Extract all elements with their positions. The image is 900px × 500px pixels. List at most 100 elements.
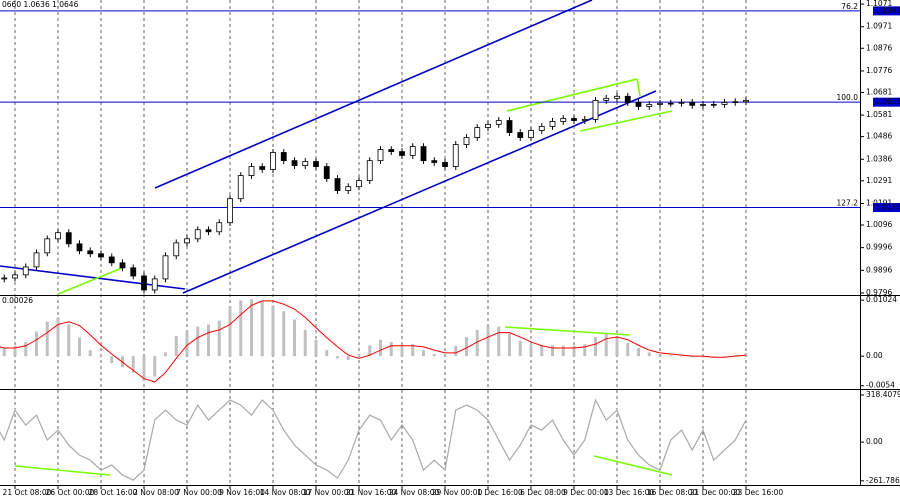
histogram-bar [293, 319, 296, 357]
candle-body [721, 102, 728, 105]
histogram-bar [260, 300, 264, 357]
candle-body [280, 152, 287, 162]
histogram-bar [604, 333, 608, 357]
y-tick-label: 0.9796 [866, 288, 892, 297]
y-tick-label: 0.9896 [866, 265, 892, 274]
candle-body [732, 101, 739, 103]
histogram-bar [99, 356, 103, 358]
candle-body [237, 175, 244, 200]
histogram-bar [615, 337, 619, 357]
histogram-bar [282, 311, 286, 357]
candle-body [216, 222, 223, 233]
candle-body [635, 102, 642, 107]
histogram-bar [174, 335, 178, 357]
grid-layer [14, 0, 747, 485]
candle-body [700, 104, 706, 106]
candle-body [689, 102, 696, 106]
candle-body [119, 262, 126, 269]
y-tick-label: 1.0386 [866, 154, 892, 163]
candle-body [345, 186, 352, 191]
y-tick-label: 1.0681 [866, 87, 892, 96]
histogram-bar [88, 350, 92, 357]
divergence-line [506, 78, 638, 112]
x-tick-label: 26 Oct 00:00 [46, 488, 95, 497]
price-box [873, 97, 900, 107]
histogram-bar [228, 306, 232, 357]
candle-body [399, 151, 405, 156]
y-tick-label: 318.4079 [866, 390, 900, 399]
candle-body [592, 99, 599, 120]
candle-body [76, 243, 83, 252]
candle-body [442, 162, 448, 167]
y-tick-label: 1.0096 [866, 220, 892, 229]
histogram-bar [357, 353, 361, 357]
x-tick-label: 21 Oct 08:00 [3, 488, 52, 497]
histogram-bar [379, 339, 382, 357]
level-name: 76.2 [841, 2, 858, 11]
candle-body [194, 229, 201, 240]
y-tick-label: 0.00 [866, 437, 883, 446]
price-box-label: 1.0638 [875, 97, 900, 106]
candle-body [495, 120, 502, 125]
candle-body [603, 97, 610, 101]
histogram-bar [701, 356, 705, 358]
candle-body [485, 123, 491, 128]
y-tick-label: 1.0776 [866, 66, 892, 75]
candle-body [44, 238, 51, 254]
histogram-bar [647, 352, 651, 357]
x-tick-label: 17 Nov 00:00 [303, 488, 354, 497]
candle-body [657, 102, 663, 105]
candle-body [313, 161, 319, 167]
histogram-bar [723, 356, 726, 357]
x-tick-label: 21 Dec 00:00 [690, 488, 741, 497]
candle-body [291, 160, 298, 167]
histogram-bar [626, 343, 630, 357]
candle-body [1, 277, 8, 280]
candle-body [463, 137, 470, 145]
histogram-bar [185, 330, 189, 357]
divergence-line [579, 110, 673, 132]
histogram-bar [207, 324, 210, 357]
x-tick-label: 6 Dec 08:00 [520, 488, 566, 497]
divergence-line [504, 326, 631, 336]
histogram-bar [680, 356, 683, 357]
candle-body [248, 166, 255, 176]
x-tick-label: 16 Dec 08:00 [647, 488, 698, 497]
candle-body [141, 275, 147, 291]
candle-body [184, 238, 190, 244]
histogram-bar [583, 344, 587, 357]
histogram-bar [13, 345, 17, 357]
histogram-bar [422, 350, 425, 357]
candle-body [98, 253, 104, 258]
histogram-bar [250, 299, 253, 357]
x-tick-label: 21 Nov 16:00 [346, 488, 397, 497]
histogram-bar [658, 353, 662, 357]
candle-body [517, 132, 524, 138]
histogram-bar [465, 337, 468, 357]
histogram-bar [35, 331, 38, 357]
y-tick-label: 1.0291 [866, 176, 892, 185]
histogram-bar [432, 353, 436, 357]
plot-area [0, 10, 860, 294]
histogram-bar [400, 345, 404, 357]
plot-area [0, 299, 748, 383]
y-tick-label: -0.0054 [866, 381, 895, 390]
candle-body [528, 130, 534, 138]
histogram-bar [561, 345, 565, 357]
candle-body [259, 166, 266, 170]
y-tick-label: -261.786 [866, 476, 900, 485]
candle-body [560, 118, 567, 122]
histogram-bar [217, 320, 221, 357]
price-box-label: 1.0173 [875, 203, 900, 212]
divergence-line [57, 267, 123, 295]
histogram-bar [56, 317, 60, 357]
y-tick-label: 1.1071 [866, 0, 892, 8]
channel-upper [154, 0, 593, 189]
candle-body [646, 104, 653, 107]
candle-body [388, 149, 395, 152]
candle-body [549, 121, 556, 127]
x-tick-label: 1 Dec 16:00 [477, 488, 523, 497]
level-name: 127.2 [837, 199, 859, 208]
candle-body [22, 266, 29, 276]
